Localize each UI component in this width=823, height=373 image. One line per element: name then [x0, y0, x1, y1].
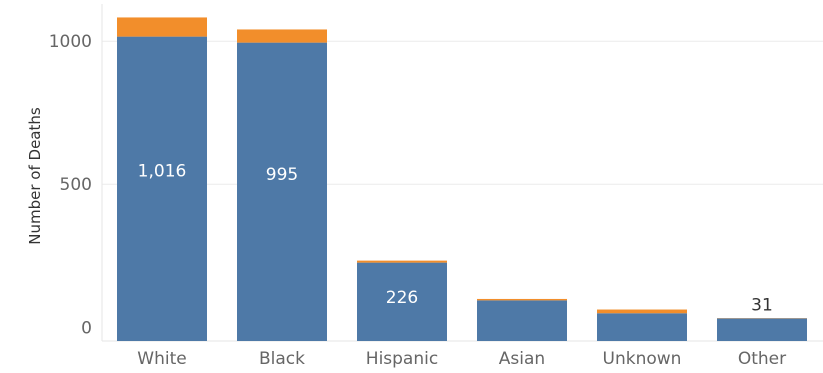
data-label-white: 1,016: [138, 162, 187, 182]
x-tick-label-black: Black: [259, 349, 305, 369]
x-tick-label-white: White: [137, 349, 186, 369]
bar-unknown-series-1: [597, 313, 687, 341]
bar-asian-series-1: [477, 300, 567, 341]
y-axis-title: Number of Deaths: [26, 107, 44, 245]
x-tick-label-other: Other: [738, 349, 786, 369]
bar-hispanic-series-2: [357, 261, 447, 263]
bar-white-series-2: [117, 17, 207, 36]
y-tick-label-1000: 1000: [49, 32, 92, 52]
bar-black-series-1: [237, 43, 327, 341]
data-label-hispanic: 226: [386, 288, 418, 308]
x-tick-label-hispanic: Hispanic: [366, 349, 438, 369]
bar-asian-series-2: [477, 299, 567, 300]
y-tick-label-500: 500: [60, 175, 92, 195]
gridlines: [102, 41, 823, 184]
y-tick-label-0: 0: [81, 318, 92, 338]
bar-other-series-1: [717, 318, 807, 341]
bar-white-series-1: [117, 37, 207, 341]
data-label-other: 31: [751, 295, 773, 315]
data-label-black: 995: [266, 165, 298, 185]
bar-black-series-2: [237, 29, 327, 42]
x-tick-label-asian: Asian: [499, 349, 545, 369]
bars: [117, 17, 807, 341]
bar-unknown-series-2: [597, 310, 687, 314]
x-tick-label-unknown: Unknown: [603, 349, 682, 369]
